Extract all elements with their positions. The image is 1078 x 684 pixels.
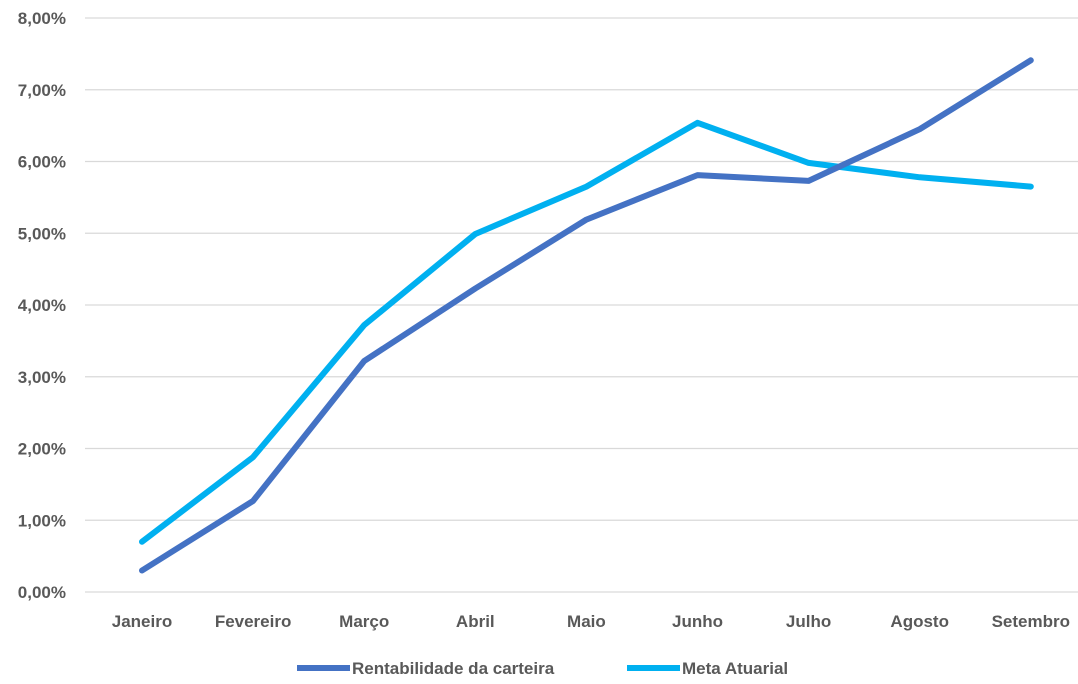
x-tick-label: Setembro — [992, 612, 1070, 631]
x-tick-label: Agosto — [890, 612, 949, 631]
legend-label-0: Rentabilidade da carteira — [352, 659, 555, 678]
gridlines — [85, 17, 1078, 593]
x-tick-label: Fevereiro — [215, 612, 292, 631]
y-tick-label: 3,00% — [18, 368, 66, 387]
legend-label-1: Meta Atuarial — [682, 659, 788, 678]
x-axis: Janeiro Fevereiro Março Abril Maio Junho Julho… — [112, 612, 1070, 631]
y-tick-label: 1,00% — [18, 511, 66, 530]
x-tick-label: Janeiro — [112, 612, 172, 631]
y-axis: 0,00% 1,00% 2,00% 3,00% 4,00% 5,00% 6,00% 7,00%… — [18, 9, 66, 602]
y-tick-label: 7,00% — [18, 81, 66, 100]
x-tick-label: Junho — [672, 612, 723, 631]
x-tick-label: Abril — [456, 612, 495, 631]
y-tick-label: 0,00% — [18, 583, 66, 602]
y-tick-label: 8,00% — [18, 9, 66, 28]
x-tick-label: Maio — [567, 612, 606, 631]
series-lines — [139, 57, 1034, 574]
x-tick-label: Março — [339, 612, 389, 631]
y-tick-label: 2,00% — [18, 440, 66, 459]
legend: Rentabilidade da carteira Meta Atuarial — [297, 659, 788, 678]
y-tick-label: 6,00% — [18, 153, 66, 172]
series-line-1 — [139, 119, 1034, 545]
series-line-0 — [139, 57, 1034, 574]
y-tick-label: 4,00% — [18, 296, 66, 315]
y-tick-label: 5,00% — [18, 224, 66, 243]
x-tick-label: Julho — [786, 612, 831, 631]
